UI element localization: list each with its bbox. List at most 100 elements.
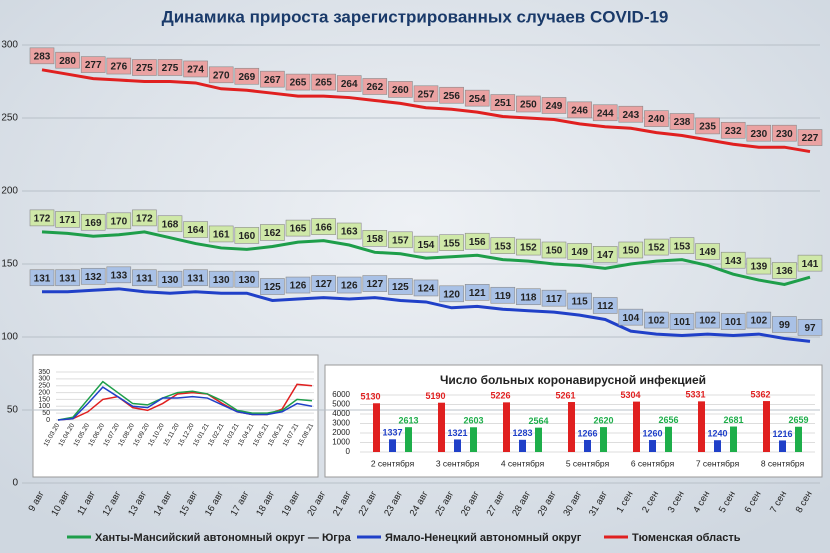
value-label: 147 (597, 250, 614, 261)
value-label-box (439, 86, 464, 104)
y-tick-label: 50 (7, 405, 19, 416)
value-label-box (695, 243, 720, 260)
y-tick-label: 1000 (332, 438, 350, 447)
value-label: 127 (315, 279, 332, 290)
y-tick-label: 6000 (332, 390, 350, 399)
value-label: 1240 (707, 429, 727, 439)
value-label: 130 (162, 275, 179, 286)
bar (649, 440, 656, 452)
value-label: 153 (674, 241, 691, 252)
value-label-box (132, 209, 157, 227)
value-label-box (490, 237, 516, 254)
value-label-box (618, 241, 644, 259)
value-label: 157 (392, 235, 409, 246)
bar (698, 401, 705, 452)
value-label: 238 (674, 117, 691, 128)
value-label: 152 (648, 243, 665, 254)
value-label-box (336, 75, 362, 92)
value-label: 127 (366, 279, 383, 290)
value-label-box (260, 70, 285, 88)
value-label: 155 (443, 238, 460, 249)
value-label: 101 (674, 317, 691, 328)
value-label: 169 (85, 218, 102, 229)
value-label-box (669, 113, 695, 130)
value-label: 131 (187, 273, 204, 284)
value-label-box (720, 251, 746, 269)
value-label-box (695, 117, 720, 135)
value-label-box (567, 292, 592, 310)
value-label: 227 (802, 133, 819, 144)
value-label-box (183, 221, 208, 238)
value-label-box (55, 269, 80, 287)
value-label: 265 (290, 78, 307, 89)
value-label-box (720, 121, 746, 139)
value-label-box (285, 219, 311, 237)
value-label-box (439, 234, 464, 251)
value-label: 257 (418, 89, 435, 100)
value-label: 249 (546, 101, 563, 112)
value-label: 164 (187, 225, 204, 236)
value-label: 161 (213, 230, 230, 241)
value-label: 1283 (512, 428, 532, 438)
y-tick-label: 250 (38, 383, 50, 390)
x-tick-label: 3 сентября (436, 458, 480, 468)
value-label: 171 (59, 215, 76, 226)
value-label-box (311, 275, 336, 292)
value-label: 119 (495, 291, 512, 302)
value-label: 165 (290, 224, 307, 235)
value-label-box (388, 231, 413, 249)
value-label: 275 (136, 63, 153, 74)
value-label-box (490, 286, 516, 304)
value-label: 120 (443, 289, 460, 300)
value-label-box (439, 285, 464, 303)
value-label: 112 (597, 301, 614, 312)
series-line (41, 68, 811, 154)
bar (763, 401, 770, 452)
value-label-box (567, 243, 592, 260)
value-label: 251 (494, 98, 511, 109)
series-line (57, 386, 313, 421)
value-label: 152 (520, 243, 537, 254)
value-label-box (772, 124, 797, 142)
value-label-box (772, 316, 797, 333)
value-label-box (208, 270, 234, 288)
value-label: 125 (264, 282, 281, 293)
value-label-box (772, 262, 797, 279)
value-label-box (157, 59, 183, 76)
value-label: 99 (779, 320, 791, 331)
bar (714, 440, 721, 452)
x-tick-label: 4 сентября (501, 458, 545, 468)
value-label-box (644, 311, 669, 329)
bar (438, 402, 445, 452)
y-tick-label: 300 (38, 376, 50, 383)
value-label-box (260, 224, 285, 241)
value-label-box (413, 279, 439, 297)
series-line (57, 380, 313, 421)
value-label-box (183, 60, 208, 78)
value-label-box (80, 56, 106, 73)
value-label: 156 (469, 237, 486, 248)
value-label: 5331 (685, 390, 705, 400)
value-label-box (746, 124, 772, 142)
value-label: 101 (725, 317, 742, 328)
y-tick-label: 100 (38, 403, 50, 410)
x-tick-label: 2 сентября (371, 458, 415, 468)
bar (454, 439, 461, 452)
value-label-box (541, 289, 567, 307)
y-tick-label: 3000 (332, 419, 350, 428)
value-label: 102 (750, 316, 767, 327)
value-label: 240 (648, 114, 665, 125)
value-label-box (285, 276, 311, 294)
bar (389, 439, 396, 452)
value-label: 262 (366, 82, 383, 93)
value-label: 274 (187, 65, 204, 76)
value-label: 5261 (555, 390, 575, 400)
value-label-box (464, 232, 490, 250)
y-tick-label: 150 (1, 259, 18, 270)
value-label-box (362, 230, 388, 247)
y-tick-label: 0 (346, 447, 351, 456)
value-label: 254 (469, 94, 486, 105)
value-label: 243 (622, 110, 639, 121)
value-label-box (55, 211, 80, 228)
value-label-box (208, 225, 234, 243)
